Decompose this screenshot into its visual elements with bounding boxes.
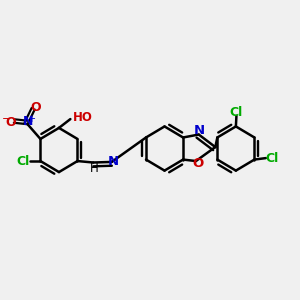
Text: Cl: Cl bbox=[266, 152, 279, 165]
Text: O: O bbox=[5, 116, 16, 129]
Text: O: O bbox=[31, 101, 41, 114]
Text: Cl: Cl bbox=[230, 106, 243, 119]
Text: −: − bbox=[2, 114, 11, 124]
Text: N: N bbox=[22, 116, 33, 128]
Text: O: O bbox=[192, 158, 203, 170]
Text: Cl: Cl bbox=[17, 154, 30, 167]
Text: H: H bbox=[89, 163, 98, 176]
Text: +: + bbox=[27, 114, 35, 124]
Text: N: N bbox=[108, 155, 119, 168]
Text: N: N bbox=[194, 124, 205, 137]
Text: HO: HO bbox=[73, 110, 92, 124]
